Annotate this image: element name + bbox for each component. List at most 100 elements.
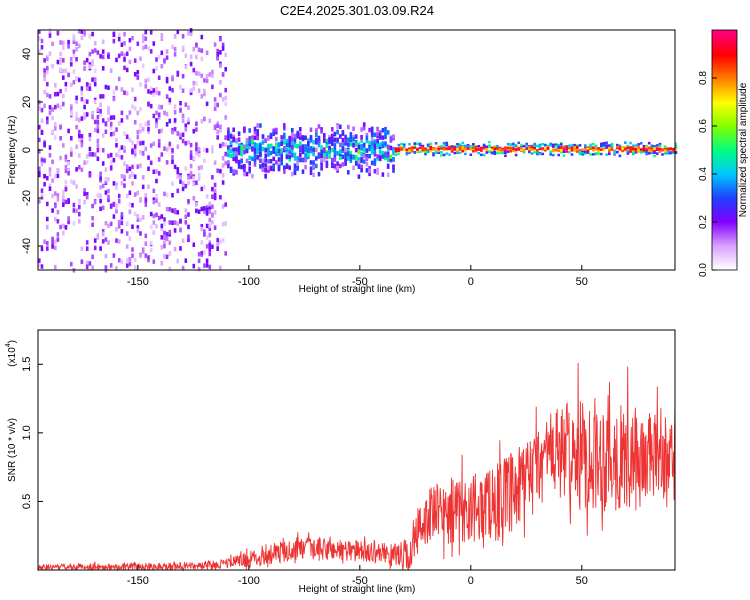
spectrogram-cell: [323, 152, 326, 158]
colorbar-step: [712, 174, 737, 177]
spectrogram-cell: [504, 149, 507, 152]
spectrogram-cell: [125, 91, 129, 96]
colorbar-step: [712, 196, 737, 199]
snr-x-tick-label: -50: [352, 575, 368, 587]
spectrogram-cell: [83, 112, 86, 117]
spectrogram-cell: [96, 138, 100, 144]
spectrogram-cell: [96, 128, 100, 134]
spectrogram-cell: [107, 197, 110, 203]
spectrogram-cell: [211, 244, 214, 249]
spectrogram-cell: [573, 146, 576, 149]
spectrogram-cell: [192, 155, 196, 161]
spectrogram-cell: [136, 225, 140, 230]
spectrogram-cell: [291, 148, 294, 154]
spectrogram-cell: [509, 148, 512, 152]
spectrogram-cell: [107, 106, 110, 111]
spectrogram-cell: [109, 132, 113, 137]
svg-text:(x104): (x104): [5, 340, 18, 367]
spectrogram-cell: [634, 151, 638, 154]
spectrogram-cell: [184, 214, 188, 219]
spectrogram-cell: [671, 149, 675, 153]
spectrogram-cell: [456, 149, 459, 153]
spectrogram-cell: [205, 50, 209, 55]
colorbar-step: [712, 232, 737, 235]
spectrogram-cell: [538, 152, 542, 156]
spectrogram-cell: [181, 138, 185, 144]
spectrogram-cell: [171, 193, 174, 198]
spectrogram-cell: [349, 151, 353, 156]
spectrogram-cell: [323, 133, 326, 138]
spectrogram-cell: [307, 148, 310, 153]
colorbar-step: [712, 126, 737, 129]
spectrogram-cell: [99, 185, 102, 190]
spectrogram-cell: [256, 147, 259, 152]
spectrogram-cell: [232, 169, 235, 174]
colorbar-step: [712, 42, 737, 45]
spectrogram-cell: [131, 140, 134, 145]
colorbar-step: [712, 192, 737, 195]
spectrogram-cell: [405, 152, 409, 156]
spectrogram-cell: [626, 146, 630, 150]
spectrogram-cell: [107, 110, 110, 115]
spectrogram-cell: [96, 50, 100, 55]
spectrogram-cell: [639, 151, 643, 154]
spectrogram-cell: [605, 145, 608, 148]
spectrogram-cell: [264, 168, 267, 173]
spectrogram-cell: [647, 146, 651, 150]
spectrogram-cell: [498, 148, 502, 151]
spectrogram-cell: [666, 150, 670, 154]
spectrogram-cell: [647, 149, 651, 152]
spectrogram-cell: [533, 142, 536, 146]
spectrogram-cell: [354, 134, 358, 139]
spectrogram-cell: [101, 229, 105, 234]
spectrogram-cell: [280, 148, 283, 153]
spectrogram-cell: [195, 127, 198, 132]
spectrogram-cell: [64, 199, 68, 205]
spectrogram-cell: [40, 158, 44, 163]
spectrogram-cell: [112, 90, 116, 95]
spectrogram-cell: [176, 70, 180, 76]
spectrogram-cell: [203, 250, 206, 255]
spectrogram-cell: [128, 236, 132, 241]
spectrogram-cell: [320, 161, 323, 167]
spectrogram-cell: [296, 132, 299, 137]
spectrogram-cell: [259, 152, 262, 158]
spectrogram-cell: [373, 132, 377, 137]
spectrogram-cell: [312, 148, 315, 153]
spectrogram-cell: [243, 164, 246, 169]
spectrogram-cell: [344, 157, 347, 163]
spectrogram-cell: [213, 97, 217, 102]
spectrogram-cell: [594, 152, 598, 155]
spectrogram-cell: [333, 137, 337, 143]
spectrogram-cell: [43, 72, 46, 78]
spectrogram-cell: [280, 160, 283, 166]
spectrogram-cell: [283, 169, 286, 174]
spectrogram-cell: [96, 107, 100, 112]
spectrogram-cell: [62, 230, 65, 236]
spectrogram-cell: [141, 34, 145, 40]
spectrogram-cell: [211, 220, 214, 225]
spectrogram-cell: [128, 59, 132, 65]
spectrogram-cell: [456, 148, 459, 151]
spectrogram-cell: [240, 164, 243, 170]
spectrogram-cell: [149, 224, 153, 230]
spectrogram-cell: [67, 72, 70, 78]
spectrogram-cell: [477, 151, 481, 155]
spectrogram-cell: [179, 219, 182, 224]
spectrogram-cell: [216, 55, 219, 61]
spectrogram-cell: [293, 167, 297, 172]
spectrogram-cell: [67, 39, 70, 45]
spectrogram-cell: [514, 148, 518, 151]
spectrogram-cell: [168, 240, 172, 245]
spectrogram-cell: [96, 114, 100, 120]
spectrogram-cell: [442, 142, 446, 145]
spectrogram-cell: [91, 114, 94, 120]
spectrogram-cell: [168, 100, 172, 105]
spectrogram-cell: [384, 126, 387, 132]
spectrogram-cell: [354, 156, 358, 161]
spectrogram-cell: [187, 31, 190, 36]
spectrogram-cell: [304, 135, 307, 140]
colorbar-tick-label: 0.4: [698, 167, 709, 181]
spectrogram-cell: [62, 223, 65, 229]
spectrogram-cell: [221, 237, 225, 243]
